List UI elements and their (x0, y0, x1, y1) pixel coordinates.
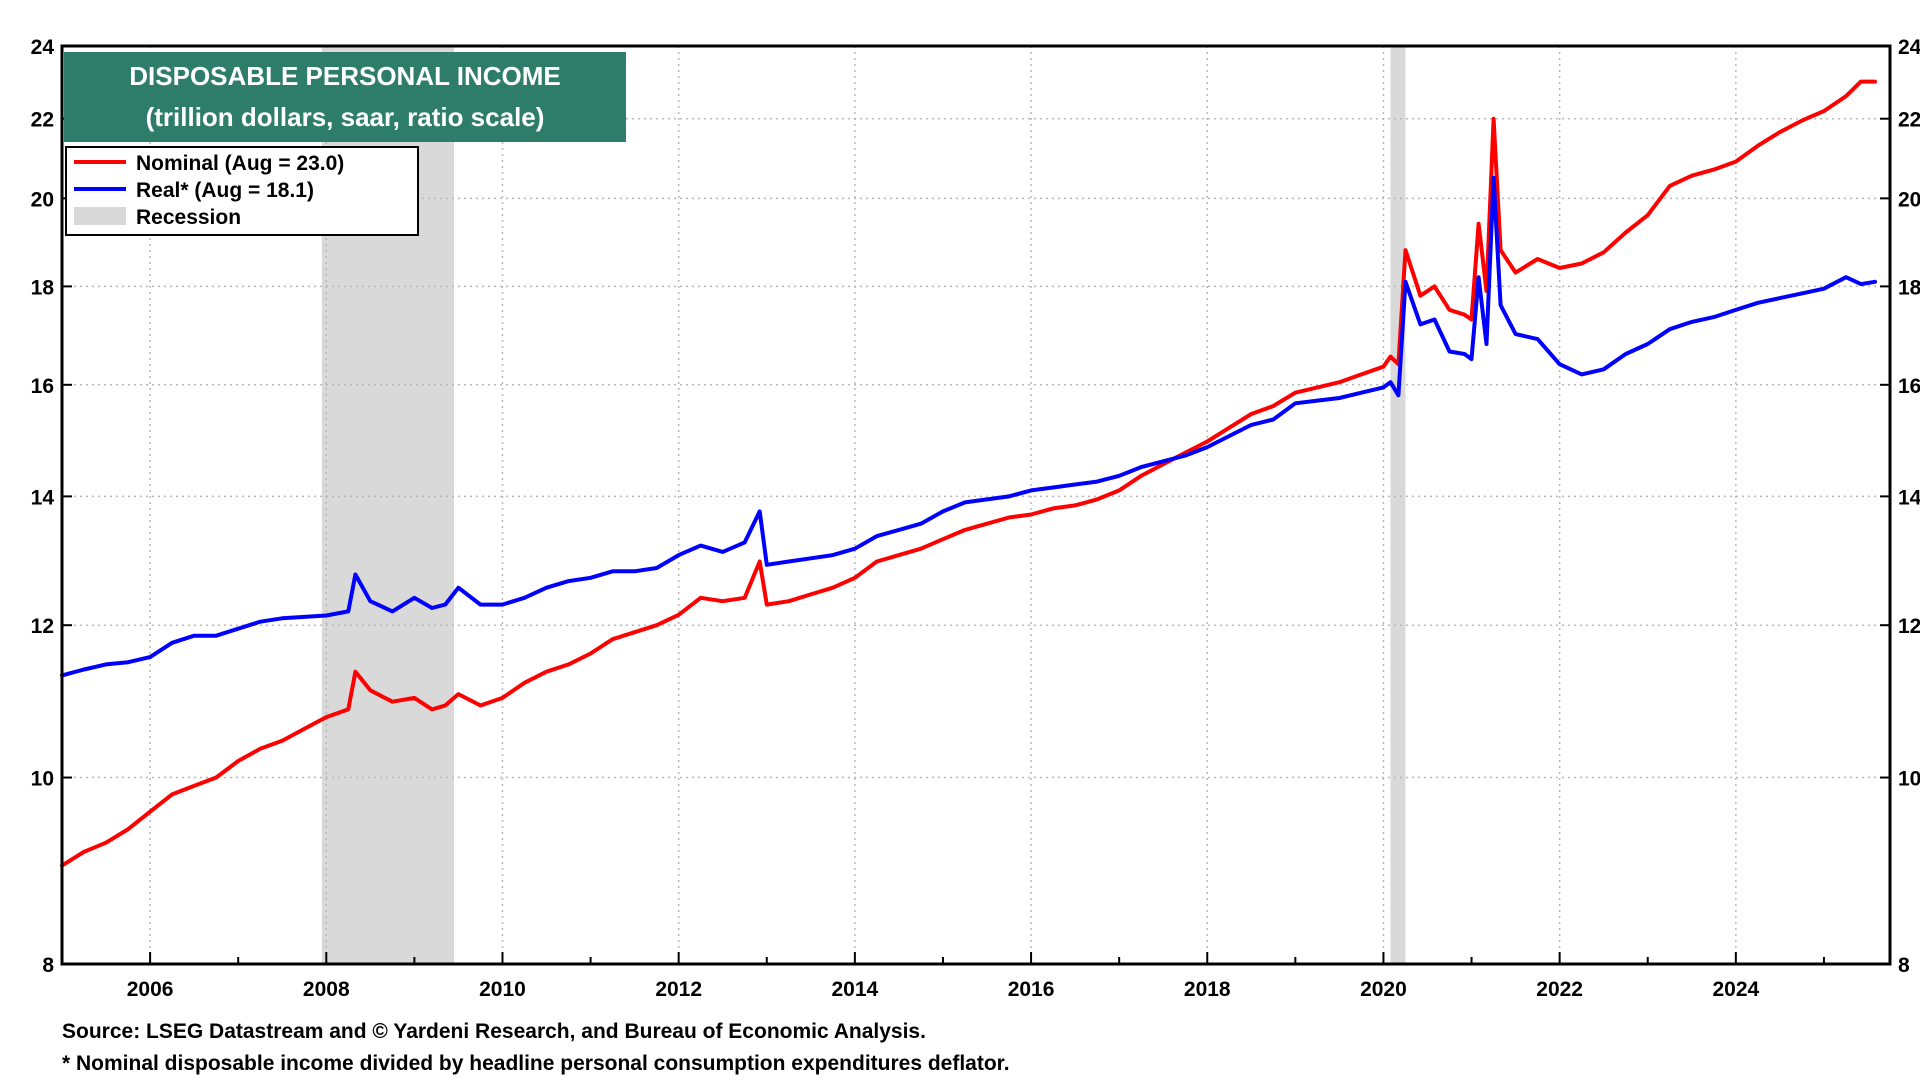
x-tick-label-2018: 2018 (1184, 978, 1231, 1001)
title-background (64, 52, 626, 142)
y-tick-label-right-20: 20 (1898, 188, 1920, 211)
y-tick-label-left-14: 14 (31, 486, 55, 509)
series-line-real (60, 175, 1877, 678)
x-tick-label-2006: 2006 (127, 978, 174, 1001)
legend-label-recession: Recession (136, 206, 241, 229)
plot-frame (60, 44, 1892, 966)
y-tick-label-right-8: 8 (1898, 954, 1910, 977)
grid-layer (62, 46, 1890, 964)
footnote-real-definition: * Nominal disposable income divided by h… (62, 1052, 1010, 1075)
y-tick-label-left-18: 18 (31, 276, 55, 299)
x-tick-label-2020: 2020 (1360, 978, 1407, 1001)
y-tick-label-left-8: 8 (42, 954, 54, 977)
series-line-nominal (60, 79, 1877, 868)
y-tick-label-right-18: 18 (1898, 276, 1920, 299)
recession-band-2 (1390, 46, 1406, 964)
legend-swatch-recession (74, 207, 126, 225)
legend: Nominal (Aug = 23.0) Real* (Aug = 18.1) … (65, 146, 419, 236)
y-tick-label-right-24: 24 (1898, 36, 1920, 59)
x-tick-label-2012: 2012 (655, 978, 702, 1001)
legend-label-nominal: Nominal (Aug = 23.0) (136, 152, 344, 175)
series-layer (60, 79, 1877, 868)
y-tick-label-left-16: 16 (31, 375, 54, 398)
x-tick-label-2024: 2024 (1712, 978, 1759, 1001)
chart-subtitle: (trillion dollars, saar, ratio scale) (146, 102, 545, 132)
chart-title: DISPOSABLE PERSONAL INCOME (129, 61, 560, 91)
y-tick-label-left-24: 24 (31, 36, 55, 59)
x-tick-label-2016: 2016 (1008, 978, 1055, 1001)
y-tick-label-left-10: 10 (31, 768, 54, 791)
x-tick-label-2014: 2014 (832, 978, 879, 1001)
x-tick-label-2010: 2010 (479, 978, 526, 1001)
y-tick-label-right-14: 14 (1898, 486, 1920, 509)
legend-label-real: Real* (Aug = 18.1) (136, 179, 314, 202)
y-tick-label-left-20: 20 (31, 188, 54, 211)
y-tick-label-left-12: 12 (31, 615, 54, 638)
y-tick-label-right-16: 16 (1898, 375, 1920, 398)
title-box: DISPOSABLE PERSONAL INCOME (trillion dol… (64, 52, 626, 142)
x-tick-label-2008: 2008 (303, 978, 350, 1001)
y-tick-label-left-22: 22 (31, 109, 54, 132)
y-tick-label-right-10: 10 (1898, 768, 1920, 791)
x-tick-label-2022: 2022 (1536, 978, 1583, 1001)
footnote-source: Source: LSEG Datastream and © Yardeni Re… (62, 1020, 926, 1043)
y-tick-label-right-22: 22 (1898, 109, 1920, 132)
y-tick-label-right-12: 12 (1898, 615, 1920, 638)
